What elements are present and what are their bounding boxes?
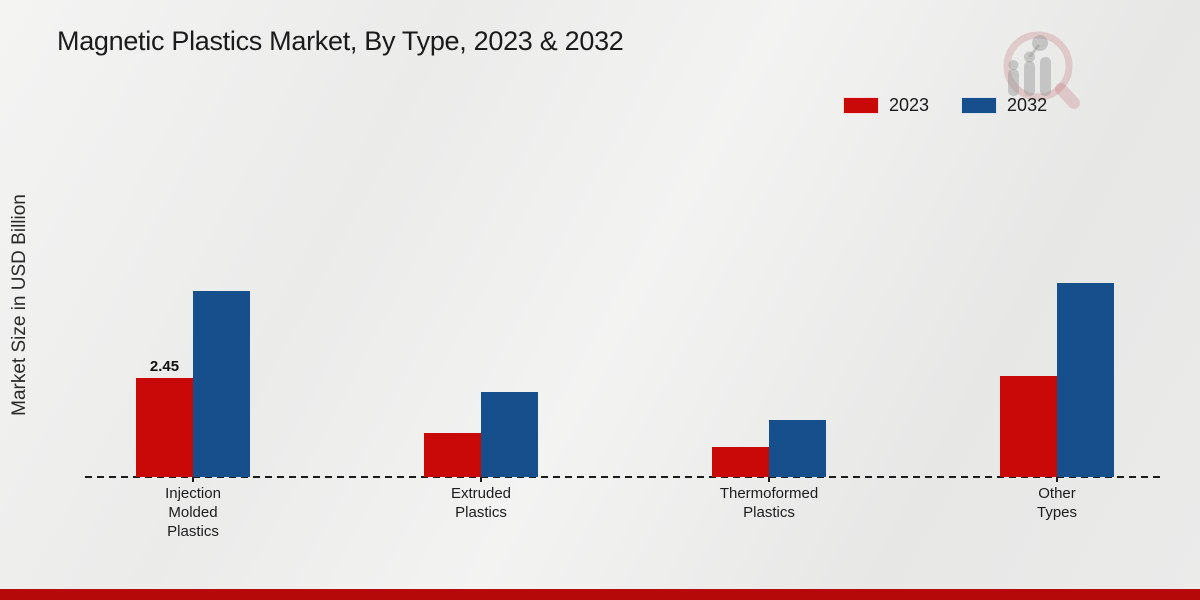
legend-swatch-2023	[843, 97, 879, 114]
legend-item-2023: 2023	[843, 95, 929, 116]
bar-2023-thermoformed-plastics	[712, 447, 769, 477]
legend-label-2023: 2023	[889, 95, 930, 115]
x-axis-tick	[480, 477, 482, 482]
legend-label-2032: 2032	[1007, 95, 1048, 115]
magnifier-bar-chart-watermark-icon	[1003, 31, 1080, 109]
bar-2032-thermoformed-plastics	[769, 420, 826, 477]
x-axis-tick	[192, 477, 194, 482]
category-label-extruded-plastics: Extruded Plastics	[450, 485, 512, 521]
bar-2023-injection-molded-plastics	[136, 378, 193, 477]
bar-2032-injection-molded-plastics	[193, 291, 250, 477]
chart-title: Magnetic Plastics Market, By Type, 2023 …	[57, 26, 624, 56]
category-label-other-types: Other Types	[1036, 485, 1078, 521]
x-axis-baseline	[85, 476, 1163, 478]
bar-2032-other-types	[1057, 283, 1114, 477]
legend-item-2032: 2032	[961, 95, 1047, 116]
bar-2023-extruded-plastics	[424, 433, 481, 477]
category-label-injection-molded-plastics: Injection Molded Plastics	[165, 485, 221, 540]
footer-accent-bar	[0, 589, 1200, 600]
bar-2023-other-types	[1000, 376, 1057, 477]
bar-2032-extruded-plastics	[481, 392, 538, 477]
legend-swatch-2032	[961, 97, 998, 114]
x-axis-tick	[1056, 477, 1058, 482]
bar-value-label: 2.45	[149, 358, 180, 375]
x-axis-tick	[768, 477, 770, 482]
category-label-thermoformed-plastics: Thermoformed Plastics	[719, 485, 819, 521]
legend: 2023 2032	[843, 95, 1047, 116]
